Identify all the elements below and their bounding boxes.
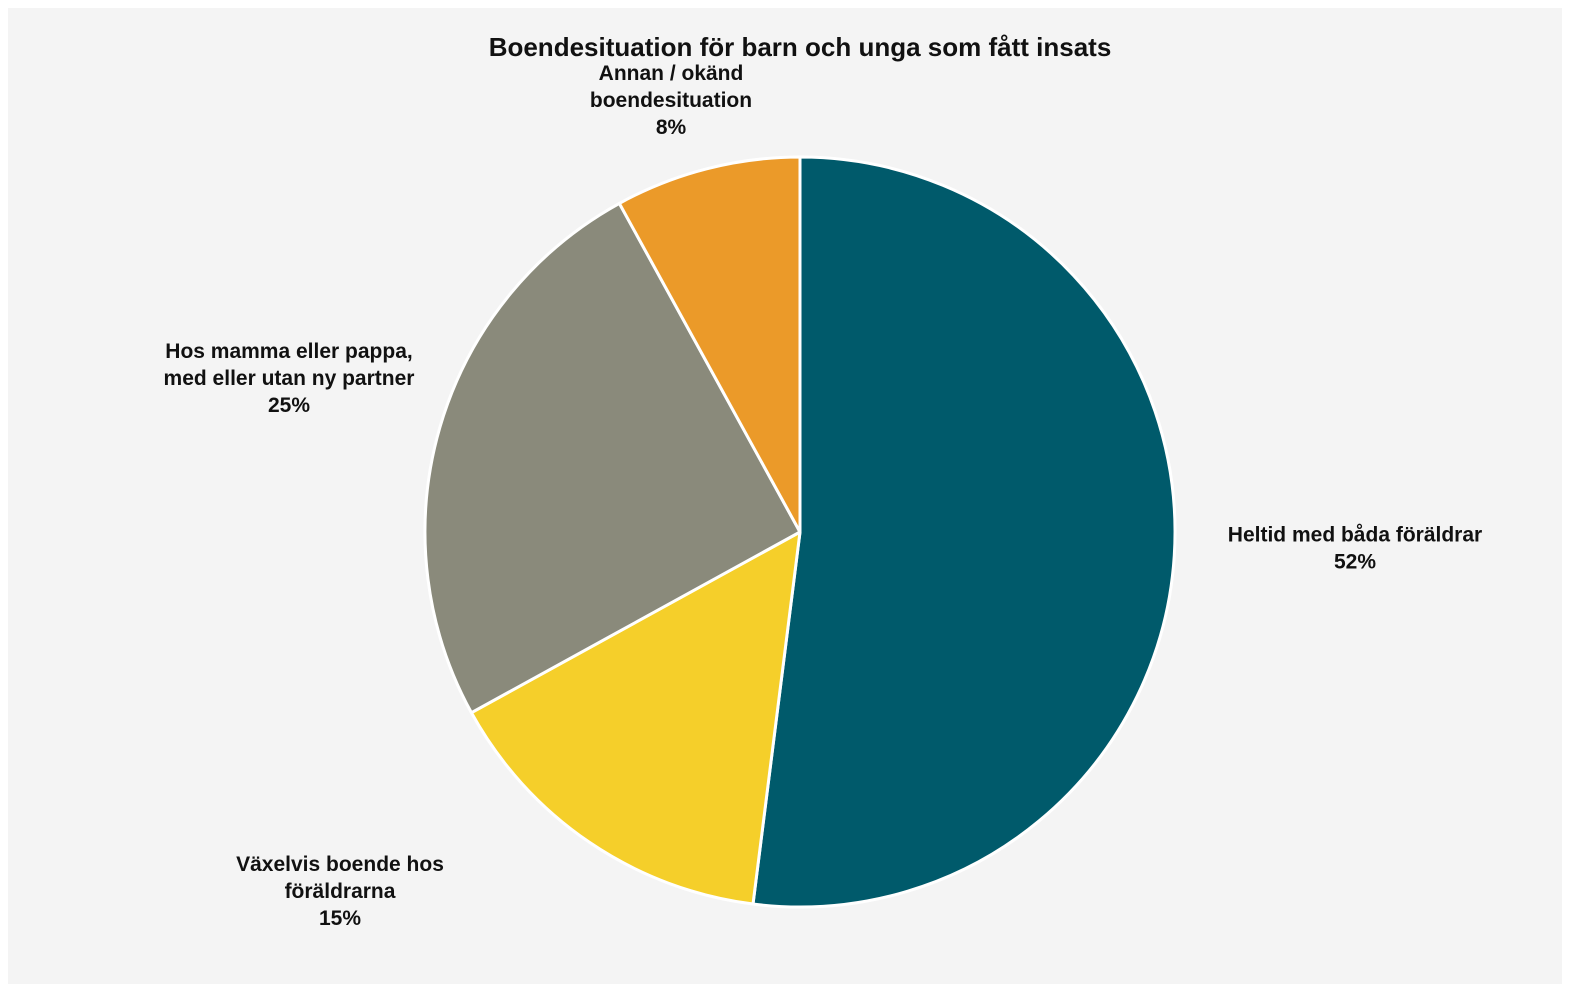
slice-label-hos-mamma-eller-pappa-med-eller-utan-ny-partner: Hos mamma eller pappa, med eller utan ny … (164, 340, 415, 417)
slice-label-heltid-med-bada-foraldrar: Heltid med båda föräldrar 52% (1228, 524, 1482, 574)
slice-value-label: 52% (1334, 551, 1376, 574)
pie-slice-hos-mamma-eller-pappa-med-eller-utan-ny-partner (423, 201, 802, 715)
slice-category-label: Växelvis boende hos (236, 853, 444, 876)
slice-value-label: 15% (319, 907, 361, 930)
pie-slice-vaxelvis-boende-hos-foraldrarna (469, 530, 802, 906)
slice-label-annan-okand-boendesituation: Annan / okänd boendesituation 8% (590, 62, 752, 139)
slice-category-label: Annan / okänd (599, 62, 744, 85)
pie-slice-annan-okand-boendesituation (617, 155, 802, 534)
pie-labels: Heltid med båda föräldrar 52% Växelvis boe… (164, 62, 1483, 930)
slice-label-vaxelvis-boende-hos-foraldrarna: Växelvis boende hos föräldrarna 15% (236, 853, 444, 930)
slice-category-label: med eller utan ny partner (164, 367, 415, 390)
chart-title: Boendesituation för barn och unga som få… (489, 32, 1112, 62)
slice-category-label: föräldrarna (285, 880, 396, 903)
slice-value-label: 8% (656, 116, 687, 139)
slice-category-label: Heltid med båda föräldrar (1228, 524, 1482, 547)
slice-value-label: 25% (268, 394, 310, 417)
slice-category-label: Hos mamma eller pappa, (165, 340, 412, 363)
pie-slices (423, 155, 1177, 909)
pie-slice-heltid-med-bada-foraldrar (751, 155, 1177, 909)
slice-category-label: boendesituation (590, 89, 752, 112)
